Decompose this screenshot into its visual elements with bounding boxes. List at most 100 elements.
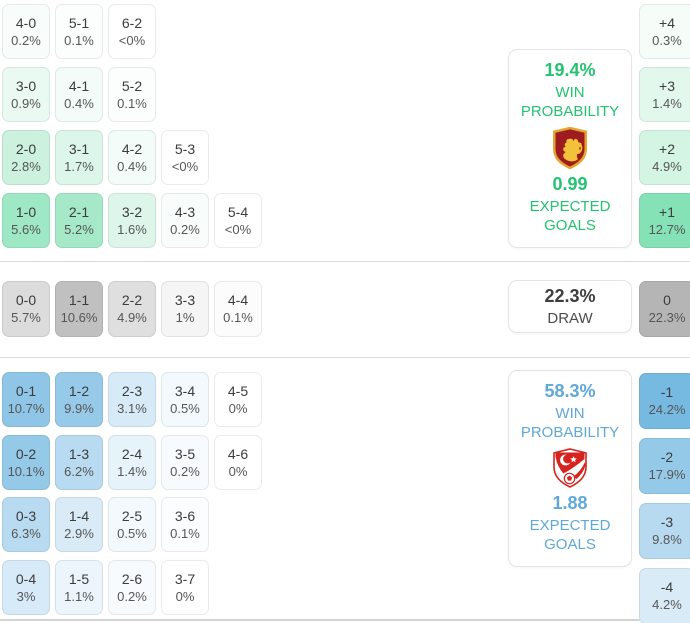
goal-diff-cell: +4 0.3% xyxy=(639,4,690,59)
score-cell: 3-0 0.9% xyxy=(2,67,50,122)
cell-score-label: 4-3 xyxy=(174,203,196,220)
cell-score-label: 4-6 xyxy=(227,445,249,462)
score-cell: 2-6 0.2% xyxy=(108,560,156,615)
away-win-panel: 58.3% WIN PROBABILITY 1.88 EXPECTED GOAL… xyxy=(508,370,632,567)
section-divider xyxy=(0,261,690,262)
cell-score-label: 2-3 xyxy=(121,382,143,399)
cell-score-label: 3-5 xyxy=(174,445,196,462)
cell-score-label: -4 xyxy=(660,579,674,595)
cell-score-label: -1 xyxy=(660,384,674,400)
goal-diff-cell: -4 4.2% xyxy=(639,568,690,623)
score-cell: 1-1 10.6% xyxy=(55,281,103,337)
home-expected-goals-value: 0.99 xyxy=(552,173,588,194)
cell-percentage: 4.2% xyxy=(652,597,682,612)
cell-percentage: 6.2% xyxy=(64,463,94,479)
cell-percentage: 3% xyxy=(16,588,36,604)
score-cell: 4-4 0.1% xyxy=(214,281,262,337)
cell-score-label: 5-4 xyxy=(227,203,249,220)
goal-diff-cell: +2 4.9% xyxy=(639,130,690,185)
cell-score-label: 2-6 xyxy=(121,570,143,587)
goal-diff-cell: 0 22.3% xyxy=(639,281,690,337)
cell-percentage: 0.9% xyxy=(11,95,41,111)
score-cell: 3-4 0.5% xyxy=(161,372,209,427)
cell-score-label: 2-2 xyxy=(121,292,143,308)
home-win-panel: 19.4% WIN PROBABILITY 0.99 EXPECTED GOAL… xyxy=(508,49,632,248)
score-cell: 2-3 3.1% xyxy=(108,372,156,427)
goal-diff-cell: +3 1.4% xyxy=(639,67,690,122)
score-cell: 5-2 0.1% xyxy=(108,67,156,122)
cell-score-label: +4 xyxy=(659,14,675,31)
cell-percentage: <0% xyxy=(118,32,146,48)
score-cell: 4-5 0% xyxy=(214,372,262,427)
cell-percentage: 1.6% xyxy=(117,221,147,237)
score-cell: 4-1 0.4% xyxy=(55,67,103,122)
cell-percentage: 10.6% xyxy=(60,310,98,325)
score-cell: 5-4 <0% xyxy=(214,193,262,248)
cell-percentage: 9.9% xyxy=(64,400,94,416)
cell-percentage: 0% xyxy=(228,400,248,416)
score-cell: 1-3 6.2% xyxy=(55,435,103,490)
home-win-probability-value: 19.4% xyxy=(544,60,596,80)
cell-percentage: <0% xyxy=(171,158,199,174)
cell-percentage: 9.8% xyxy=(652,532,682,547)
cell-score-label: 1-5 xyxy=(68,570,90,587)
cell-score-label: 3-2 xyxy=(121,203,143,220)
cell-percentage: 1.4% xyxy=(652,95,682,111)
away-win-probability-value: 58.3% xyxy=(544,381,596,401)
cell-score-label: 6-2 xyxy=(121,14,143,31)
cell-percentage: 0.1% xyxy=(170,525,200,541)
cell-percentage: 0.5% xyxy=(117,525,147,541)
score-cell: 0-2 10.1% xyxy=(2,435,50,490)
score-cell: 2-1 5.2% xyxy=(55,193,103,248)
cell-percentage: 1.4% xyxy=(117,463,147,479)
cell-percentage: 1.7% xyxy=(64,158,94,174)
score-cell: 3-5 0.2% xyxy=(161,435,209,490)
cell-percentage: 0% xyxy=(228,463,248,479)
cell-percentage: 10.7% xyxy=(7,400,45,416)
goal-diff-cell: -3 9.8% xyxy=(639,503,690,559)
cell-percentage: 1.1% xyxy=(64,588,94,604)
cell-percentage: 5.7% xyxy=(11,310,41,325)
cell-score-label: 2-4 xyxy=(121,445,143,462)
cell-percentage: 2.8% xyxy=(11,158,41,174)
score-cell: 5-3 <0% xyxy=(161,130,209,185)
score-cell: 5-1 0.1% xyxy=(55,4,103,59)
score-cell: 1-2 9.9% xyxy=(55,372,103,427)
cell-percentage: 10.1% xyxy=(7,463,45,479)
cell-percentage: 6.3% xyxy=(11,525,41,541)
score-cell: 3-2 1.6% xyxy=(108,193,156,248)
score-cell: 4-0 0.2% xyxy=(2,4,50,59)
cell-score-label: 1-3 xyxy=(68,445,90,462)
cell-score-label: 4-2 xyxy=(121,140,143,157)
cell-score-label: 0 xyxy=(663,292,671,308)
cell-score-label: +2 xyxy=(659,140,675,157)
cell-score-label: 1-2 xyxy=(68,382,90,399)
draw-label: DRAW xyxy=(547,310,593,327)
cell-score-label: 2-5 xyxy=(121,507,143,524)
cell-score-label: 1-0 xyxy=(15,203,37,220)
draw-panel: 22.3% DRAW xyxy=(508,280,632,333)
cell-percentage: 22.3% xyxy=(648,310,686,325)
score-cell: 2-2 4.9% xyxy=(108,281,156,337)
cell-score-label: 3-4 xyxy=(174,382,196,399)
away-team-crest-icon xyxy=(553,447,587,488)
cell-percentage: 0.1% xyxy=(117,95,147,111)
cell-score-label: 0-0 xyxy=(15,292,37,308)
away-win-probability-label: WIN PROBABILITY xyxy=(520,404,620,441)
section-divider xyxy=(0,357,690,358)
cell-percentage: 17.9% xyxy=(648,467,686,482)
cell-percentage: 0.2% xyxy=(170,221,200,237)
cell-percentage: 24.2% xyxy=(648,402,686,417)
cell-score-label: 2-1 xyxy=(68,203,90,220)
cell-score-label: 5-1 xyxy=(68,14,90,31)
cell-percentage: 0% xyxy=(175,588,195,604)
cell-score-label: 3-3 xyxy=(174,292,196,308)
score-cell: 1-5 1.1% xyxy=(55,560,103,615)
cell-percentage: <0% xyxy=(224,221,252,237)
cell-score-label: +1 xyxy=(659,203,675,220)
cell-score-label: 0-2 xyxy=(15,445,37,462)
cell-score-label: -2 xyxy=(660,449,674,465)
cell-percentage: 5.2% xyxy=(64,221,94,237)
score-cell: 2-4 1.4% xyxy=(108,435,156,490)
cell-score-label: 5-3 xyxy=(174,140,196,157)
